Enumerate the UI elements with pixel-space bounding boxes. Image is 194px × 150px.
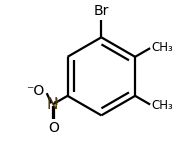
Text: O: O (48, 121, 59, 135)
Text: ⁻O: ⁻O (26, 84, 45, 98)
Text: N: N (47, 97, 58, 112)
Text: CH₃: CH₃ (152, 99, 173, 112)
Text: Br: Br (94, 4, 109, 18)
Text: CH₃: CH₃ (152, 41, 173, 54)
Text: +: + (52, 97, 60, 107)
